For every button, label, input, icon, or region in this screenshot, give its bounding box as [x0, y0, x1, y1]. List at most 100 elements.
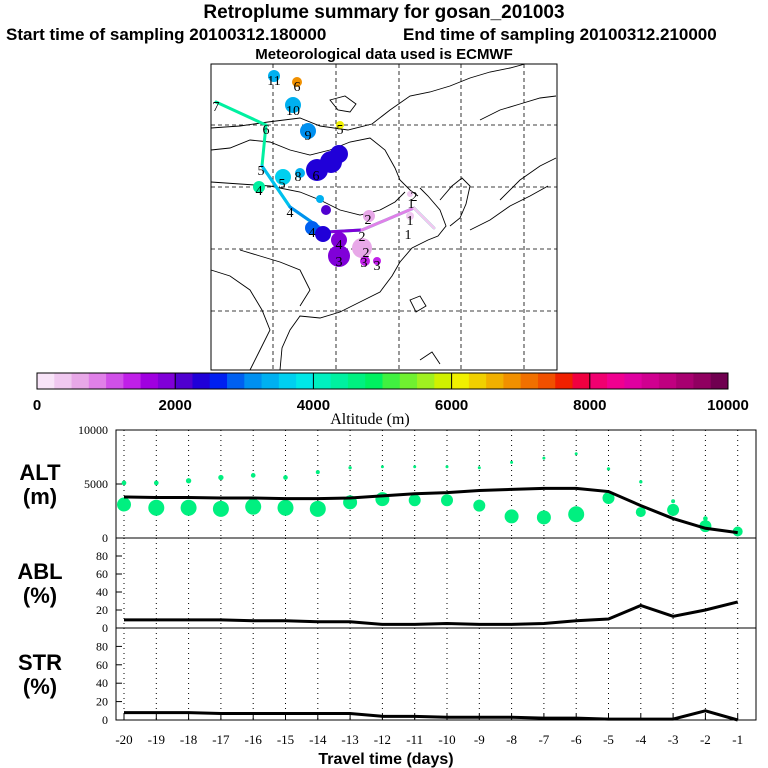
map-label: 3	[374, 259, 381, 274]
colorbar-swatch	[641, 373, 660, 389]
y-tick-label: 40	[96, 676, 108, 690]
altitude-point	[671, 499, 676, 504]
altitude-point	[568, 506, 585, 523]
map-label: 4	[309, 226, 316, 241]
colorbar-swatch	[693, 373, 712, 389]
altitude-point	[639, 480, 643, 484]
colorbar-swatch	[54, 373, 73, 389]
x-tick-label: -20	[115, 732, 132, 747]
altitude-point	[667, 503, 680, 516]
colorbar-swatch	[537, 373, 556, 389]
y-tick-label: 20	[96, 603, 108, 617]
panel-frame	[115, 537, 757, 629]
x-tick-label: -19	[148, 732, 165, 747]
colorbar-swatch	[399, 373, 418, 389]
altitude-point	[218, 474, 224, 481]
altitude-point	[309, 500, 326, 517]
coastlines	[210, 63, 557, 371]
altitude-point	[277, 499, 294, 516]
x-axis-label: Travel time (days)	[318, 751, 453, 768]
map-label: 6	[313, 169, 320, 184]
x-tick-label: -7	[538, 732, 549, 747]
altitude-point	[283, 475, 288, 480]
colorbar-swatch	[140, 373, 159, 389]
colorbar-swatch	[607, 373, 625, 389]
colorbar-swatch	[209, 373, 228, 389]
map-label: 4	[287, 206, 294, 221]
map-label: 2	[363, 246, 370, 261]
x-tick-label: -12	[374, 732, 391, 747]
y-axis-label: STR (%)	[18, 650, 62, 699]
altitude-point	[408, 494, 421, 507]
chart-title: Retroplume summary for gosan_201003	[203, 2, 565, 23]
y-axis-label: ABL (%)	[17, 559, 62, 608]
y-axis-label-line: (%)	[23, 583, 57, 608]
y-tick-label: 80	[96, 549, 108, 563]
altitude-point	[148, 499, 165, 516]
colorbar-tick-label: 4000	[297, 397, 330, 414]
x-tick-label: -9	[474, 732, 485, 747]
y-tick-label: 60	[96, 567, 108, 581]
map-frame	[210, 63, 558, 371]
altitude-point	[180, 499, 197, 516]
colorbar-tick-label: 8000	[573, 397, 606, 414]
colorbar-swatch	[347, 373, 366, 389]
colorbar-swatch	[676, 373, 694, 389]
altitude-point	[117, 497, 131, 512]
map-label: 9	[305, 129, 312, 144]
met-data-label: Meteorological data used is ECMWF	[255, 46, 513, 63]
altitude-point	[574, 452, 578, 456]
y-axis-label-line: ALT	[19, 460, 61, 485]
panel-alt: 10000 5000 0 ALT (m)	[19, 423, 757, 545]
altitude-point	[441, 494, 453, 507]
altitude-point	[212, 500, 229, 517]
altitude-point	[315, 470, 320, 475]
colorbar-swatch	[710, 373, 729, 389]
altitude-point	[380, 465, 384, 469]
colorbar-swatch	[123, 373, 142, 389]
y-axis-label: ALT (m)	[19, 460, 61, 509]
colorbar-swatch	[624, 373, 643, 389]
x-tick-label: -3	[668, 732, 679, 747]
x-tick-label: -6	[571, 732, 582, 747]
x-tick-label: -14	[309, 732, 327, 747]
abl-line	[124, 600, 739, 626]
x-tick-label: -4	[635, 732, 646, 747]
map-label: 2	[365, 213, 372, 228]
altitude-point	[504, 509, 519, 524]
altitude-point	[121, 480, 127, 486]
altitude-point	[510, 460, 514, 464]
panel-frame	[115, 627, 757, 721]
mean-altitude-line	[123, 486, 738, 535]
map-label: 7	[213, 100, 220, 115]
x-tick-label: -8	[506, 732, 517, 747]
cluster-circles	[253, 70, 414, 267]
colorbar-swatch	[244, 373, 263, 389]
y-tick-label: 60	[96, 658, 108, 672]
altitude-point	[250, 473, 256, 478]
altitude-point	[703, 516, 708, 521]
colorbar-swatch	[106, 373, 124, 389]
colorbar-swatch	[88, 373, 107, 389]
colorbar-swatch	[468, 373, 487, 389]
colorbar-swatch	[175, 373, 193, 389]
end-time-label: End time of sampling 20100312.210000	[403, 25, 717, 44]
y-tick-label: 20	[96, 695, 108, 709]
colorbar-swatch	[658, 373, 677, 389]
colorbar-swatch	[313, 373, 332, 389]
map-gridlines	[211, 64, 557, 370]
colorbar-label: Altitude (m)	[330, 411, 410, 428]
colorbar-tick-label: 2000	[159, 397, 192, 414]
altitude-point	[542, 456, 546, 460]
colorbar-swatch	[503, 373, 522, 389]
map-label: 4	[336, 238, 343, 253]
x-tick-label: -2	[700, 732, 711, 747]
colorbar-swatch	[37, 373, 55, 389]
altitude-point	[185, 478, 192, 484]
y-tick-label: 10000	[78, 423, 108, 437]
x-tick-label: -10	[438, 732, 455, 747]
y-axis-label-line: STR	[18, 650, 62, 675]
colorbar-swatch	[555, 373, 574, 389]
